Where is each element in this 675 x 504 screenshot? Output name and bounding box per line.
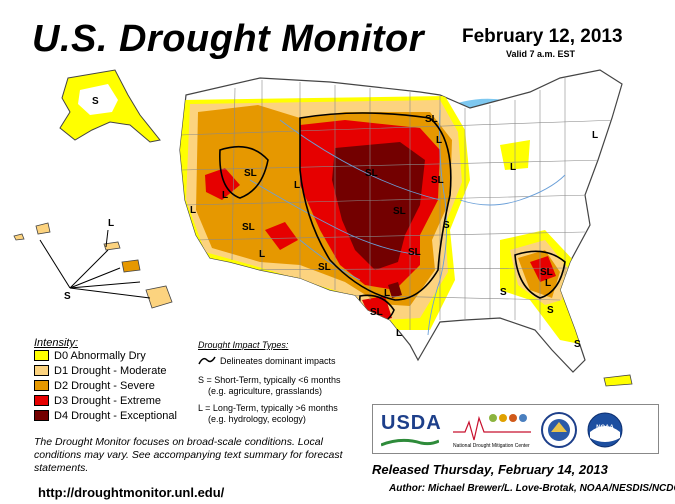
legend-label: D1 Drought - Moderate: [54, 364, 167, 377]
map-label-l: L: [396, 328, 402, 339]
ndmc-logo-text: National Drought Mitigation Center: [453, 443, 530, 449]
legend-swatch: [34, 410, 49, 421]
usda-swoosh-icon: [381, 438, 439, 447]
legend-swatch: [34, 380, 49, 391]
impact-types-title: Drought Impact Types:: [198, 340, 289, 350]
map-label-sl: SL: [431, 175, 444, 186]
map-label-l: L: [384, 288, 390, 299]
map-label-sl: SL: [408, 247, 421, 258]
map-label-sl: SL: [365, 168, 378, 179]
state-boundaries: [180, 78, 621, 330]
map-label-s: S: [443, 220, 450, 231]
legend-swatch: [34, 395, 49, 406]
map-label-s: S: [500, 287, 507, 298]
logo-panel: USDA National Drought Mitigation Center …: [372, 404, 659, 454]
map-label-s: S: [64, 291, 71, 302]
map-label-s: S: [92, 96, 99, 107]
map-label-sl: SL: [425, 114, 438, 125]
disclaimer-note: The Drought Monitor focuses on broad-sca…: [34, 436, 343, 474]
legend-item-d0: D0 Abnormally Dry: [34, 349, 146, 362]
legend-title: Intensity:: [34, 337, 79, 349]
author-credit: Author: Michael Brewer/L. Love-Brotak, N…: [389, 483, 675, 494]
legend-item-d4: D4 Drought - Exceptional: [34, 409, 177, 422]
map-label-l: L: [545, 278, 551, 289]
impact-long-term: L = Long-Term, typically >6 months: [198, 403, 338, 413]
noaa-logo-icon: NOAA: [587, 412, 623, 448]
website-link[interactable]: http://droughtmonitor.unl.edu/: [38, 485, 225, 500]
map-label-l: L: [108, 218, 114, 229]
impact-short-term-eg: (e.g. agriculture, grasslands): [208, 386, 323, 396]
release-date: Released Thursday, February 14, 2013: [372, 462, 608, 477]
impact-labels: SL SL SL SL SL SL SL SL SL SL L L L L L …: [64, 96, 598, 350]
map-label-l: L: [510, 162, 516, 173]
usda-logo: USDA: [381, 412, 442, 434]
impact-line-label: Delineates dominant impacts: [220, 356, 336, 366]
commerce-seal-icon: [541, 412, 577, 448]
legend-label: D3 Drought - Extreme: [54, 394, 161, 407]
map-label-sl: SL: [370, 307, 383, 318]
impact-line-icon: [198, 356, 216, 365]
ndmc-logo-icon: [453, 414, 531, 441]
legend-item-d1: D1 Drought - Moderate: [34, 364, 167, 377]
map-label-sl: SL: [318, 262, 331, 273]
impact-long-term-eg: (e.g. hydrology, ecology): [208, 414, 306, 424]
legend-swatch: [34, 365, 49, 376]
legend-label: D0 Abnormally Dry: [54, 349, 146, 362]
map-label-sl: SL: [244, 168, 257, 179]
impact-lines: [219, 112, 566, 326]
map-label-l: L: [222, 190, 228, 201]
map-label-l: L: [592, 130, 598, 141]
map-date: February 12, 2013: [462, 26, 623, 47]
map-label-sl: SL: [540, 267, 553, 278]
rivers: [249, 109, 566, 336]
impact-short-term: S = Short-Term, typically <6 months: [198, 375, 341, 385]
map-label-sl: SL: [242, 222, 255, 233]
map-label-l: L: [190, 205, 196, 216]
hawaii: [13, 222, 173, 309]
map-label-s: S: [574, 339, 581, 350]
legend-label: D4 Drought - Exceptional: [54, 409, 177, 422]
map-label-sl: SL: [393, 206, 406, 217]
puerto-rico: [603, 374, 633, 387]
legend-item-d2: D2 Drought - Severe: [34, 379, 155, 392]
map-title: U.S. Drought Monitor: [32, 18, 425, 60]
ndmc-line1: National: [453, 443, 472, 449]
map-label-l: L: [436, 135, 442, 146]
noaa-logo-text: NOAA: [596, 425, 614, 431]
legend-swatch: [34, 350, 49, 361]
map-label-l: L: [294, 180, 300, 191]
valid-time: Valid 7 a.m. EST: [506, 49, 576, 59]
legend-label: D2 Drought - Severe: [54, 379, 155, 392]
legend-item-d3: D3 Drought - Extreme: [34, 394, 161, 407]
hawaii-leader-lines: [39, 229, 151, 299]
map-label-s: S: [547, 305, 554, 316]
ndmc-line2: Drought Mitigation Center: [472, 443, 530, 449]
map-label-l: L: [259, 249, 265, 260]
